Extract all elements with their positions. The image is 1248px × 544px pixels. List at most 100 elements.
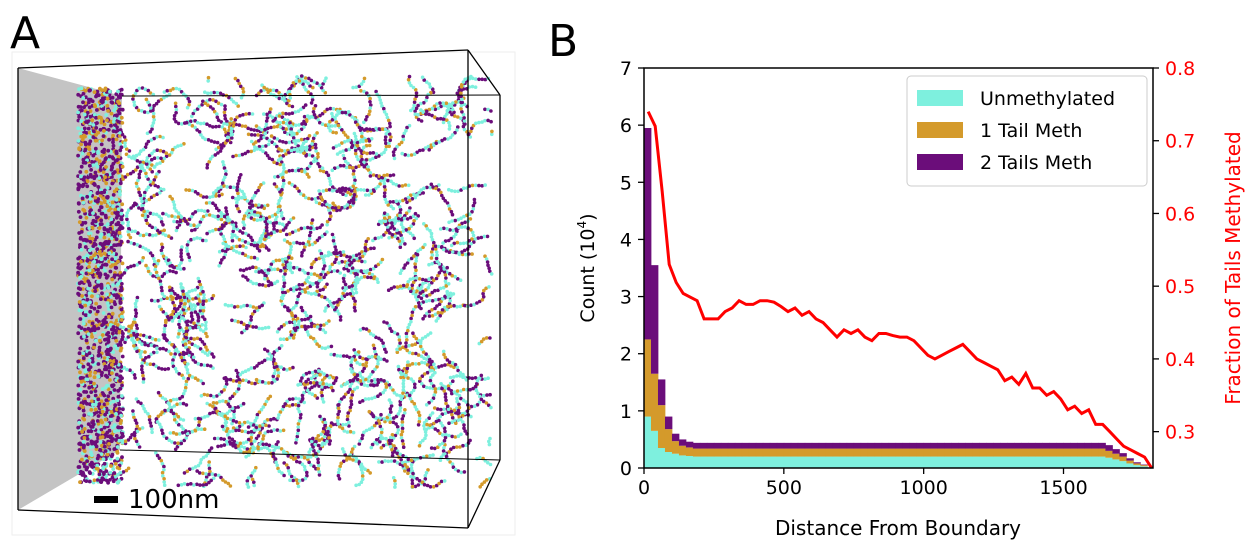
bar-0-0 xyxy=(644,417,651,468)
bar-1-46 xyxy=(966,449,973,457)
bar-0-53 xyxy=(1015,457,1022,468)
bar-2-46 xyxy=(966,443,973,449)
bar-1-41 xyxy=(931,449,938,457)
bar-0-39 xyxy=(917,457,924,468)
bar-1-33 xyxy=(875,449,882,457)
bar-0-68 xyxy=(1119,461,1126,468)
bar-2-19 xyxy=(777,443,784,449)
bar-1-39 xyxy=(917,449,924,457)
bar-2-34 xyxy=(882,443,889,449)
bar-2-17 xyxy=(763,443,770,449)
bar-1-16 xyxy=(756,449,763,457)
bar-2-64 xyxy=(1091,443,1098,449)
bar-0-43 xyxy=(945,457,952,468)
y-tick-label: 3 xyxy=(620,287,632,309)
bar-1-23 xyxy=(805,449,812,457)
bar-1-26 xyxy=(826,449,833,457)
y2-tick-label: 0.5 xyxy=(1165,276,1195,298)
bar-1-34 xyxy=(882,449,889,457)
legend-swatch-two-tails xyxy=(917,154,963,170)
bar-1-7 xyxy=(693,449,700,457)
bar-2-10 xyxy=(714,443,721,449)
bar-0-45 xyxy=(959,457,966,468)
bar-0-21 xyxy=(791,457,798,468)
bar-1-37 xyxy=(903,449,910,457)
bar-0-23 xyxy=(805,457,812,468)
y2-axis-ticks: 0.30.40.50.60.70.8 xyxy=(1153,58,1195,444)
bar-1-8 xyxy=(700,449,707,457)
bar-0-12 xyxy=(728,457,735,468)
bar-0-66 xyxy=(1105,458,1112,468)
bar-1-48 xyxy=(980,449,987,457)
bar-2-7 xyxy=(693,443,700,449)
bar-1-43 xyxy=(945,449,952,457)
bar-2-36 xyxy=(896,443,903,449)
bar-1-71 xyxy=(1140,465,1147,466)
y2-tick-label: 0.6 xyxy=(1165,203,1195,225)
bar-1-52 xyxy=(1008,449,1015,457)
bar-0-16 xyxy=(756,457,763,468)
y-tick-label: 6 xyxy=(620,115,632,137)
panel-a-label: A xyxy=(10,8,40,59)
panel-a-simulation: 100nm xyxy=(12,50,515,535)
bar-0-40 xyxy=(924,457,931,468)
bar-1-51 xyxy=(1001,449,1008,457)
bar-2-28 xyxy=(840,443,847,449)
bar-1-22 xyxy=(798,449,805,457)
bar-2-41 xyxy=(931,443,938,449)
bar-1-4 xyxy=(672,441,679,454)
bar-1-30 xyxy=(854,449,861,457)
bar-0-9 xyxy=(707,457,714,468)
bar-1-66 xyxy=(1105,451,1112,458)
bar-0-35 xyxy=(889,457,896,468)
bar-1-50 xyxy=(994,449,1001,457)
bar-2-48 xyxy=(980,443,987,449)
bar-0-7 xyxy=(693,457,700,468)
y2-tick-label: 0.7 xyxy=(1165,131,1195,153)
bar-1-13 xyxy=(735,449,742,457)
bar-0-25 xyxy=(819,457,826,468)
bar-0-1 xyxy=(651,431,658,468)
bar-2-20 xyxy=(784,443,791,449)
bar-2-43 xyxy=(945,443,952,449)
bar-0-30 xyxy=(854,457,861,468)
bar-1-21 xyxy=(791,449,798,457)
bar-2-12 xyxy=(728,443,735,449)
bar-0-48 xyxy=(980,457,987,468)
bar-0-49 xyxy=(987,457,994,468)
bar-1-27 xyxy=(833,449,840,457)
bar-0-10 xyxy=(714,457,721,468)
bar-0-38 xyxy=(910,457,917,468)
bar-1-55 xyxy=(1029,449,1036,457)
bar-0-37 xyxy=(903,457,910,468)
bar-2-3 xyxy=(665,417,672,430)
bar-0-26 xyxy=(826,457,833,468)
bar-0-8 xyxy=(700,457,707,468)
bar-2-29 xyxy=(847,443,854,449)
bar-2-44 xyxy=(952,443,959,449)
bar-0-61 xyxy=(1071,457,1078,468)
bar-2-33 xyxy=(875,443,882,449)
bar-0-17 xyxy=(763,457,770,468)
bar-1-6 xyxy=(686,447,693,456)
y-tick-label: 5 xyxy=(620,172,632,194)
bar-2-45 xyxy=(959,443,966,449)
bar-1-1 xyxy=(651,374,658,431)
bar-2-40 xyxy=(924,443,931,449)
bar-2-58 xyxy=(1050,443,1057,449)
bar-1-61 xyxy=(1071,449,1078,457)
bar-2-14 xyxy=(742,443,749,449)
legend-label-one-tail: 1 Tail Meth xyxy=(980,120,1082,142)
y2-tick-label: 0.8 xyxy=(1165,58,1195,80)
scale-bar-label: 100nm xyxy=(128,485,219,515)
bar-1-44 xyxy=(952,449,959,457)
bar-2-5 xyxy=(679,439,686,445)
bar-2-47 xyxy=(973,443,980,449)
bar-2-60 xyxy=(1064,443,1071,449)
bar-0-11 xyxy=(721,457,728,468)
bar-0-59 xyxy=(1057,457,1064,468)
bar-2-42 xyxy=(938,443,945,449)
bar-0-55 xyxy=(1029,457,1036,468)
